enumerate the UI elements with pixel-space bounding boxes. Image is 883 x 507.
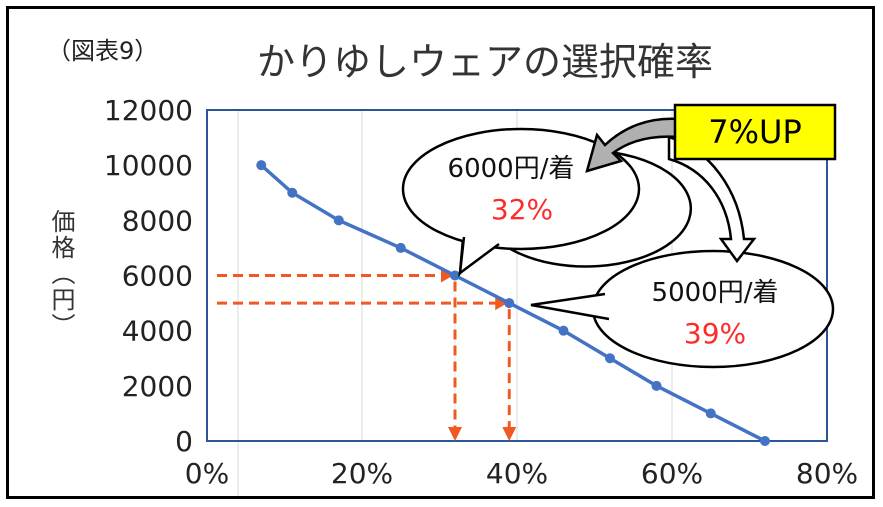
data-point [256,160,267,171]
callout-6000-price: 6000円/着 [448,154,575,184]
y-tick-label: 6000 [122,260,193,293]
series-layer [256,160,770,446]
x-tick-label: 80% [796,457,858,490]
y-tick-label: 12000 [104,94,193,127]
callout-5000: 5000円/着 39% [530,249,835,369]
guide-arrowhead-right [495,296,508,311]
guide-layer [217,268,517,441]
callout-6000-percent: 32% [491,193,553,226]
data-point [287,187,298,198]
y-tick-label: 8000 [122,204,193,237]
chart-title: かりゆしウェアの選択確率 [257,40,714,84]
data-point [333,215,344,226]
chart-frame: 0 2000 4000 6000 8000 10000 12000 0% 20% 40% 60% 80… [6,6,875,499]
data-point [605,353,615,364]
figure-tag: （図表9） [47,37,159,65]
y-tick-label: 2000 [122,370,193,403]
data-point [450,270,460,281]
axis-layer: 0 2000 4000 6000 8000 10000 12000 0% 20% 40% 60% 80… [104,94,858,490]
gray-arrow-icon [585,117,681,173]
guide-arrowhead-down [502,427,517,441]
x-tick-label: 20% [331,457,393,490]
data-point [705,408,716,419]
guide-arrowhead-down [448,427,462,441]
data-point [651,380,662,391]
plot-area-frame [206,109,828,442]
callout-6000: 6000円/着 32% [401,127,693,278]
y-tick-label: 4000 [122,315,193,348]
x-tick-label: 0% [185,457,229,490]
callout-5000-price: 5000円/着 [652,278,779,308]
callout-5000-percent: 39% [684,317,746,350]
x-tick-label: 40% [486,457,548,490]
data-point [558,325,569,336]
y-tick-label: 0 [175,425,193,458]
data-point [504,298,515,309]
chart-svg: 0 2000 4000 6000 8000 10000 12000 0% 20% 40% 60% 80… [104,94,858,496]
highlight-7up: 7%UP [673,103,837,161]
y-tick-label: 10000 [104,149,193,182]
guide-arrowhead-right [441,268,453,283]
x-tick-label: 60% [641,457,703,490]
highlight-7up-text: 7%UP [708,113,801,151]
data-point [760,436,770,446]
data-point [395,242,406,253]
y-axis-label: 価格（円） [47,209,75,339]
